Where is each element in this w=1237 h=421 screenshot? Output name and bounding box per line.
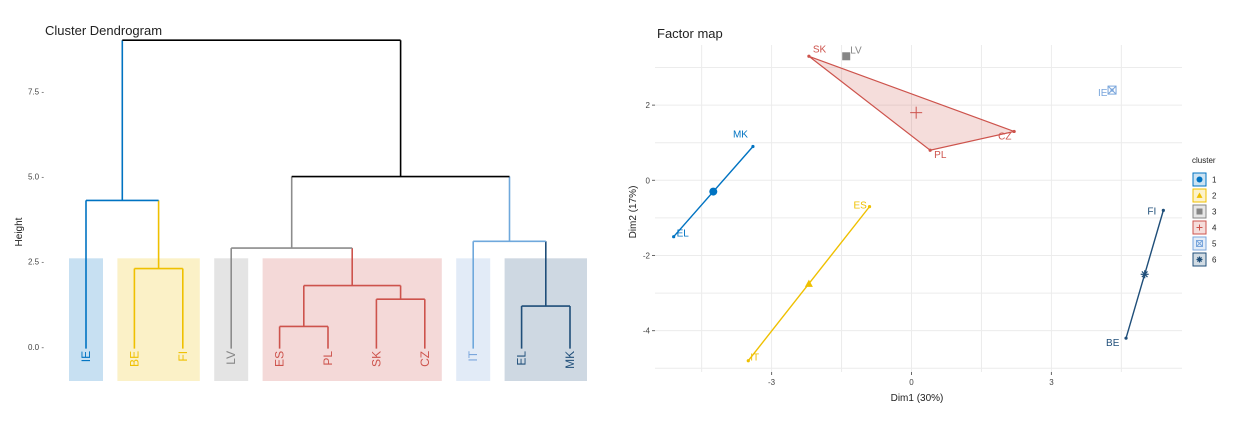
point-label-LV: LV xyxy=(850,45,862,56)
legend-title: cluster xyxy=(1192,156,1216,165)
point-label-ES: ES xyxy=(854,201,868,212)
point-EL xyxy=(672,235,676,239)
cluster-center-4 xyxy=(910,106,923,119)
legend-marker-5-shape xyxy=(1196,240,1203,247)
factor-map-panel: Factor map -3 0 3 -4 -2 0 2 SK LV PL CZ IE MK EL ES IT… xyxy=(628,26,1217,404)
cluster-center-6 xyxy=(1140,270,1149,279)
leaf-label-IT: IT xyxy=(466,350,480,361)
legend-label-5: 5 xyxy=(1212,240,1217,249)
factor-map-ylabel: Dim2 (17%) xyxy=(628,186,639,239)
point-label-PL: PL xyxy=(934,150,947,161)
leaf-label-LV: LV xyxy=(224,351,238,365)
legend-label-6: 6 xyxy=(1212,256,1217,265)
legend-marker-2-shape xyxy=(1196,192,1203,198)
point-CZ xyxy=(1012,129,1016,134)
cluster-center-2-shape xyxy=(804,279,813,287)
point-FI xyxy=(1161,208,1165,212)
dendrogram-ylabel: Height xyxy=(14,217,25,246)
leaf-label-CZ: CZ xyxy=(418,351,432,367)
dendrogram-ytick-label: 2.5 - xyxy=(28,258,44,267)
point-LV xyxy=(844,54,848,58)
cluster-center-6-shape xyxy=(1141,271,1148,278)
leaf-label-MK: MK xyxy=(563,351,577,369)
cluster-center-1 xyxy=(709,187,718,196)
dendrogram-ytick-label: 7.5 - xyxy=(28,87,44,96)
y-tick-label: 0 xyxy=(646,176,651,185)
legend-marker-5 xyxy=(1196,240,1203,247)
point-label-MK: MK xyxy=(733,129,748,140)
x-tick-label: 3 xyxy=(1049,378,1054,387)
point-label-SK: SK xyxy=(813,44,827,55)
leaf-label-FI: FI xyxy=(176,351,190,362)
legend-marker-1 xyxy=(1196,176,1203,183)
leaf-label-PL: PL xyxy=(321,351,335,366)
legend-marker-1-shape xyxy=(1196,176,1203,183)
point-label-BE: BE xyxy=(1106,338,1120,349)
legend-label-4: 4 xyxy=(1212,224,1217,233)
x-tick-label: -3 xyxy=(768,378,776,387)
point-PL xyxy=(928,148,932,152)
point-IE xyxy=(1110,88,1114,92)
point-IT xyxy=(746,359,750,363)
y-tick-label: 2 xyxy=(646,101,651,110)
point-label-FI: FI xyxy=(1147,206,1156,217)
legend-marker-3 xyxy=(1196,208,1203,215)
x-tick-label: 0 xyxy=(909,378,914,387)
legend-marker-6-shape xyxy=(1196,256,1203,263)
leaf-label-IE: IE xyxy=(79,351,93,362)
dendrogram-ytick-label: 0.0 - xyxy=(28,343,44,352)
cluster-center-5-shape xyxy=(1107,85,1117,95)
point-label-IE: IE xyxy=(1098,88,1108,99)
dendrogram-ytick-label: 5.0 - xyxy=(28,173,44,182)
legend-marker-5-shape xyxy=(1196,240,1203,247)
leaf-label-SK: SK xyxy=(369,351,383,367)
point-ES xyxy=(867,205,872,209)
factor-map-plot-area xyxy=(655,45,1182,372)
legend-label-1: 1 xyxy=(1212,176,1217,185)
cluster-hull-4 xyxy=(808,55,1017,151)
legend-marker-2 xyxy=(1196,192,1203,198)
legend-marker-6 xyxy=(1196,256,1203,263)
cluster-center-1-shape xyxy=(709,187,718,196)
leaf-label-ES: ES xyxy=(273,351,287,367)
dendrogram-title: Cluster Dendrogram xyxy=(45,23,162,38)
leaf-label-EL: EL xyxy=(515,351,529,366)
point-label-CZ: CZ xyxy=(998,131,1011,142)
point-MK xyxy=(751,144,755,149)
legend-marker-4 xyxy=(1196,224,1203,231)
point-label-IT: IT xyxy=(750,353,759,364)
legend-marker-3-shape xyxy=(1196,208,1203,215)
cluster-rect-2 xyxy=(117,258,200,381)
factor-map-title: Factor map xyxy=(657,26,723,41)
cluster-center-2 xyxy=(804,279,813,287)
legend-label-2: 2 xyxy=(1212,192,1217,201)
dendrogram-panel: Cluster Dendrogram Height 0.0 - 2.5 - 5.0 … xyxy=(14,23,587,381)
point-SK xyxy=(807,54,811,58)
point-label-EL: EL xyxy=(677,229,690,240)
point-BE xyxy=(1124,336,1128,340)
y-tick-label: -4 xyxy=(643,327,651,336)
factor-map-xlabel: Dim1 (30%) xyxy=(891,393,944,404)
y-tick-label: -2 xyxy=(643,251,651,260)
legend-label-3: 3 xyxy=(1212,208,1217,217)
leaf-label-BE: BE xyxy=(127,351,141,367)
